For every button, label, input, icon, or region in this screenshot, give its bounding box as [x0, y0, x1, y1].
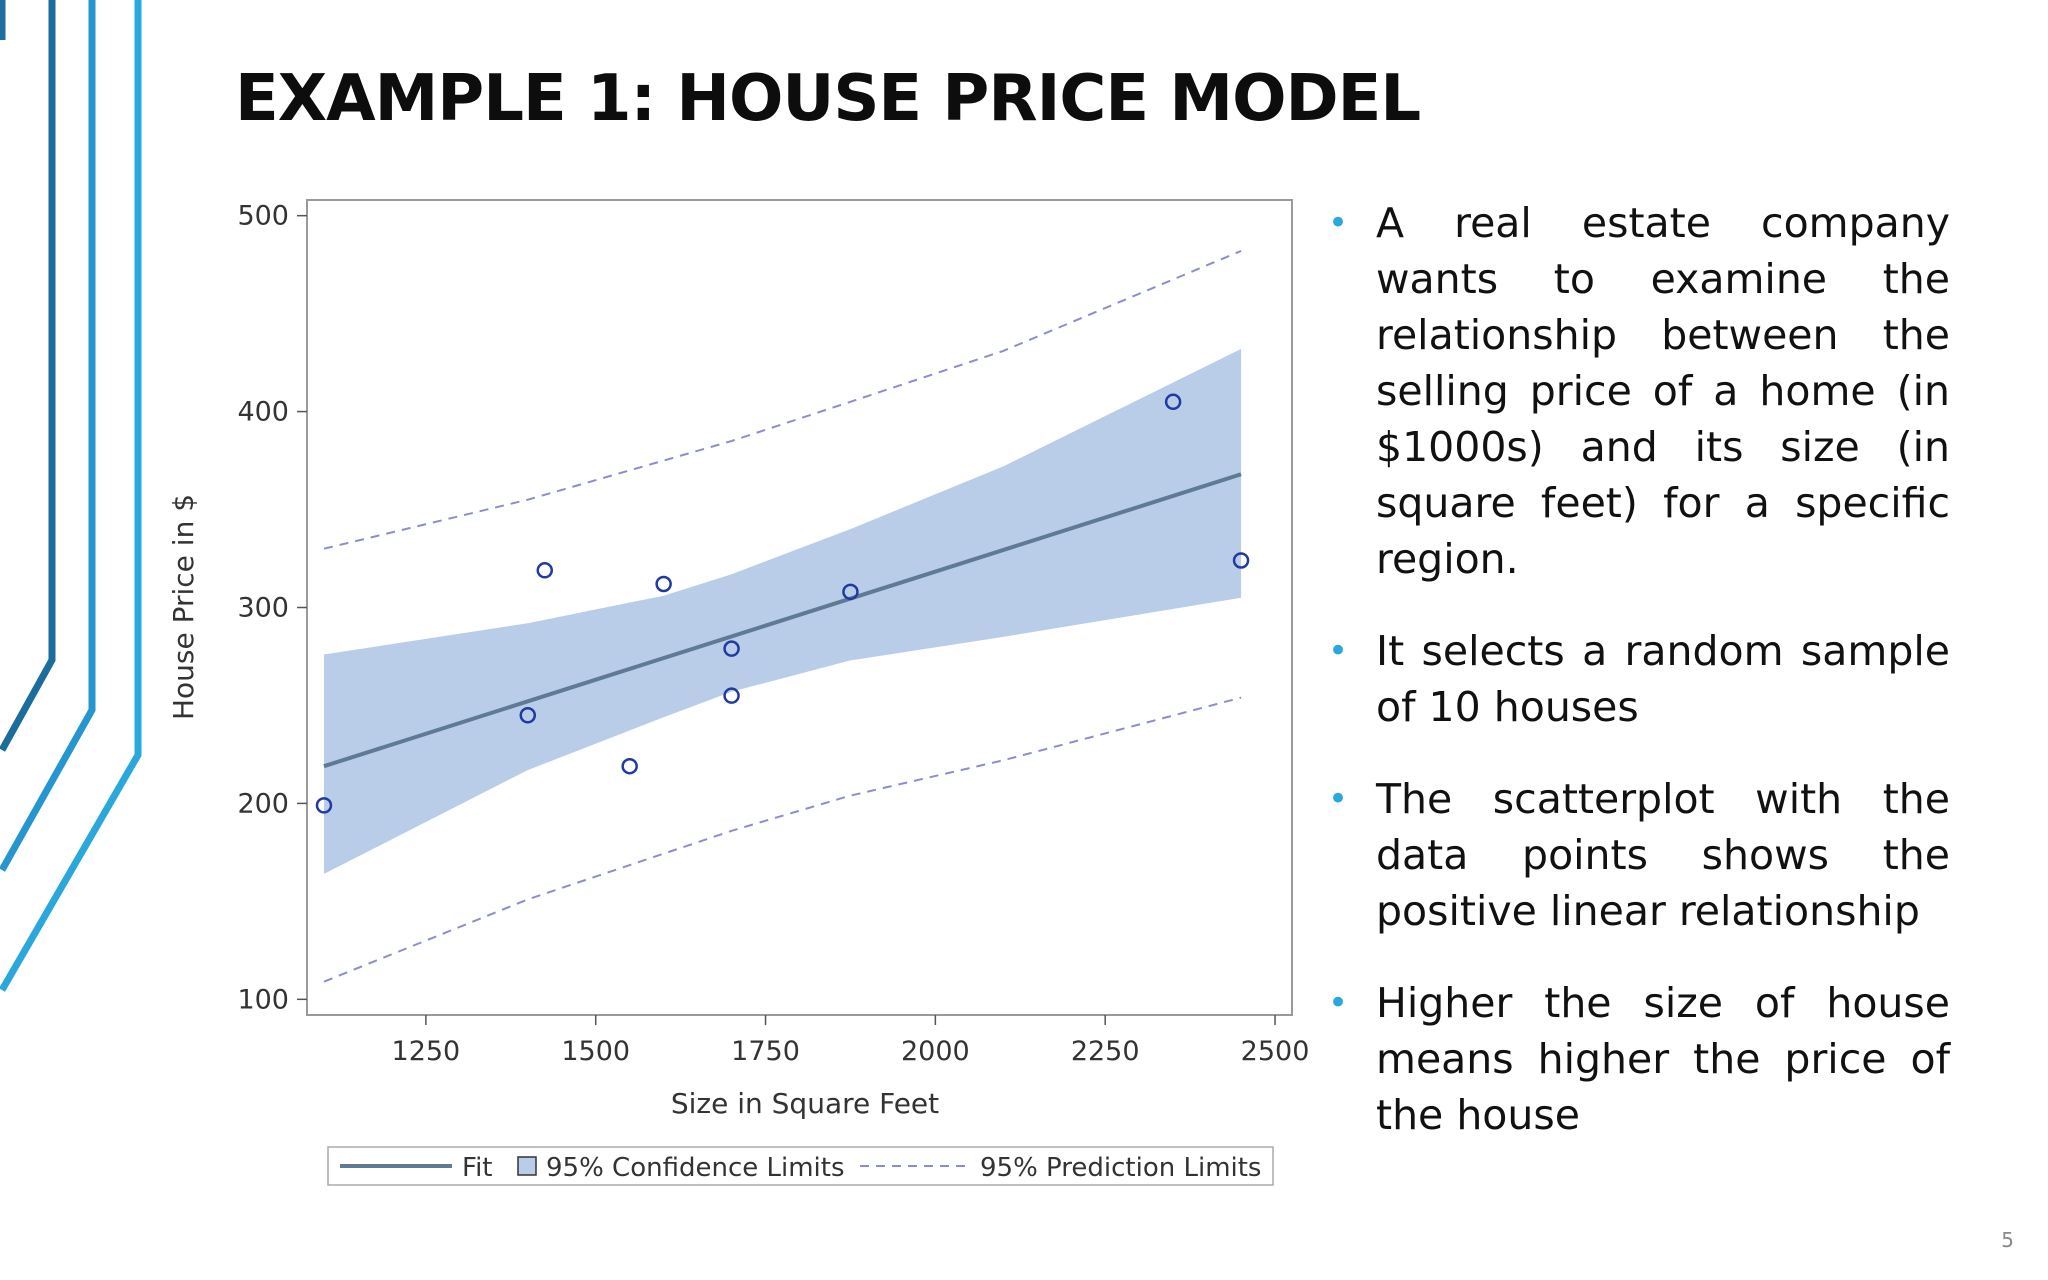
bullet-text: A real estate company wants to examine t… — [1376, 199, 1950, 583]
slide-decoration — [0, 0, 142, 992]
x-tick-label: 2000 — [901, 1036, 970, 1067]
house-price-chart: 1250 1500 1750 2000 2250 2500 100 200 300 400 500… — [167, 199, 1310, 1186]
data-point — [315, 797, 333, 814]
x-axis-label: Size in Square Feet — [671, 1087, 939, 1120]
x-axis: 1250 1500 1750 2000 2250 2500 — [392, 1015, 1310, 1067]
bullet-item: • A real estate company wants to examine … — [1320, 195, 1950, 587]
bullet-item: • Higher the size of house means higher t… — [1320, 975, 1950, 1143]
bullet-dot-icon: • — [1328, 779, 1349, 819]
bullet-dot-icon: • — [1328, 983, 1349, 1023]
bullet-text: Higher the size of house means higher th… — [1376, 979, 1950, 1139]
y-axis: 100 200 300 400 500 — [237, 201, 307, 1015]
legend: Fit 95% Confidence Limits 95% Prediction… — [327, 1146, 1274, 1186]
legend-confidence-swatch — [517, 1156, 537, 1176]
prediction-upper-line — [323, 249, 1242, 550]
legend-fit-label: Fit — [462, 1153, 492, 1183]
decor-line-4 — [0, 0, 142, 992]
bullet-text: It selects a random sample of 10 houses — [1376, 627, 1950, 731]
confidence-band — [324, 348, 1242, 874]
x-tick-label: 2500 — [1241, 1036, 1310, 1067]
data-point — [621, 757, 638, 775]
y-axis-label: House Price in $ — [167, 494, 200, 720]
bullet-text: The scatterplot with the data points sho… — [1376, 775, 1950, 935]
y-tick-label: 400 — [237, 397, 289, 428]
data-point — [1232, 552, 1250, 569]
slide-title: EXAMPLE 1: HOUSE PRICE MODEL — [235, 62, 1421, 136]
page-number: 5 — [2001, 1228, 2014, 1252]
data-point — [842, 583, 859, 601]
decor-line-3 — [0, 0, 96, 872]
legend-box — [327, 1146, 1274, 1186]
x-tick-label: 1750 — [731, 1036, 800, 1067]
data-point — [723, 687, 740, 704]
data-point — [519, 707, 537, 724]
y-tick-label: 300 — [237, 593, 289, 624]
data-points — [315, 393, 1250, 814]
decor-line-2 — [0, 0, 56, 752]
y-tick-label: 100 — [237, 984, 289, 1015]
legend-prediction-label: 95% Prediction Limits — [980, 1153, 1261, 1183]
x-tick-label: 1250 — [392, 1036, 461, 1067]
data-point — [536, 562, 554, 579]
x-tick-label: 2250 — [1071, 1036, 1140, 1067]
bullet-item: • The scatterplot with the data points sh… — [1320, 771, 1950, 939]
prediction-lower-line — [323, 696, 1242, 983]
bullet-dot-icon: • — [1328, 631, 1349, 671]
data-point — [1164, 393, 1182, 411]
x-tick-label: 1500 — [561, 1036, 630, 1067]
y-tick-label: 200 — [237, 788, 289, 819]
bullet-list: • A real estate company wants to examine … — [1320, 195, 1950, 1179]
bullet-item: • It selects a random sample of 10 houses — [1320, 623, 1950, 735]
y-tick-label: 500 — [237, 201, 289, 232]
bullet-dot-icon: • — [1328, 203, 1349, 243]
legend-confidence-label: 95% Confidence Limits — [546, 1153, 845, 1183]
fit-line — [323, 472, 1242, 769]
data-point — [723, 640, 740, 657]
data-point — [655, 575, 672, 593]
